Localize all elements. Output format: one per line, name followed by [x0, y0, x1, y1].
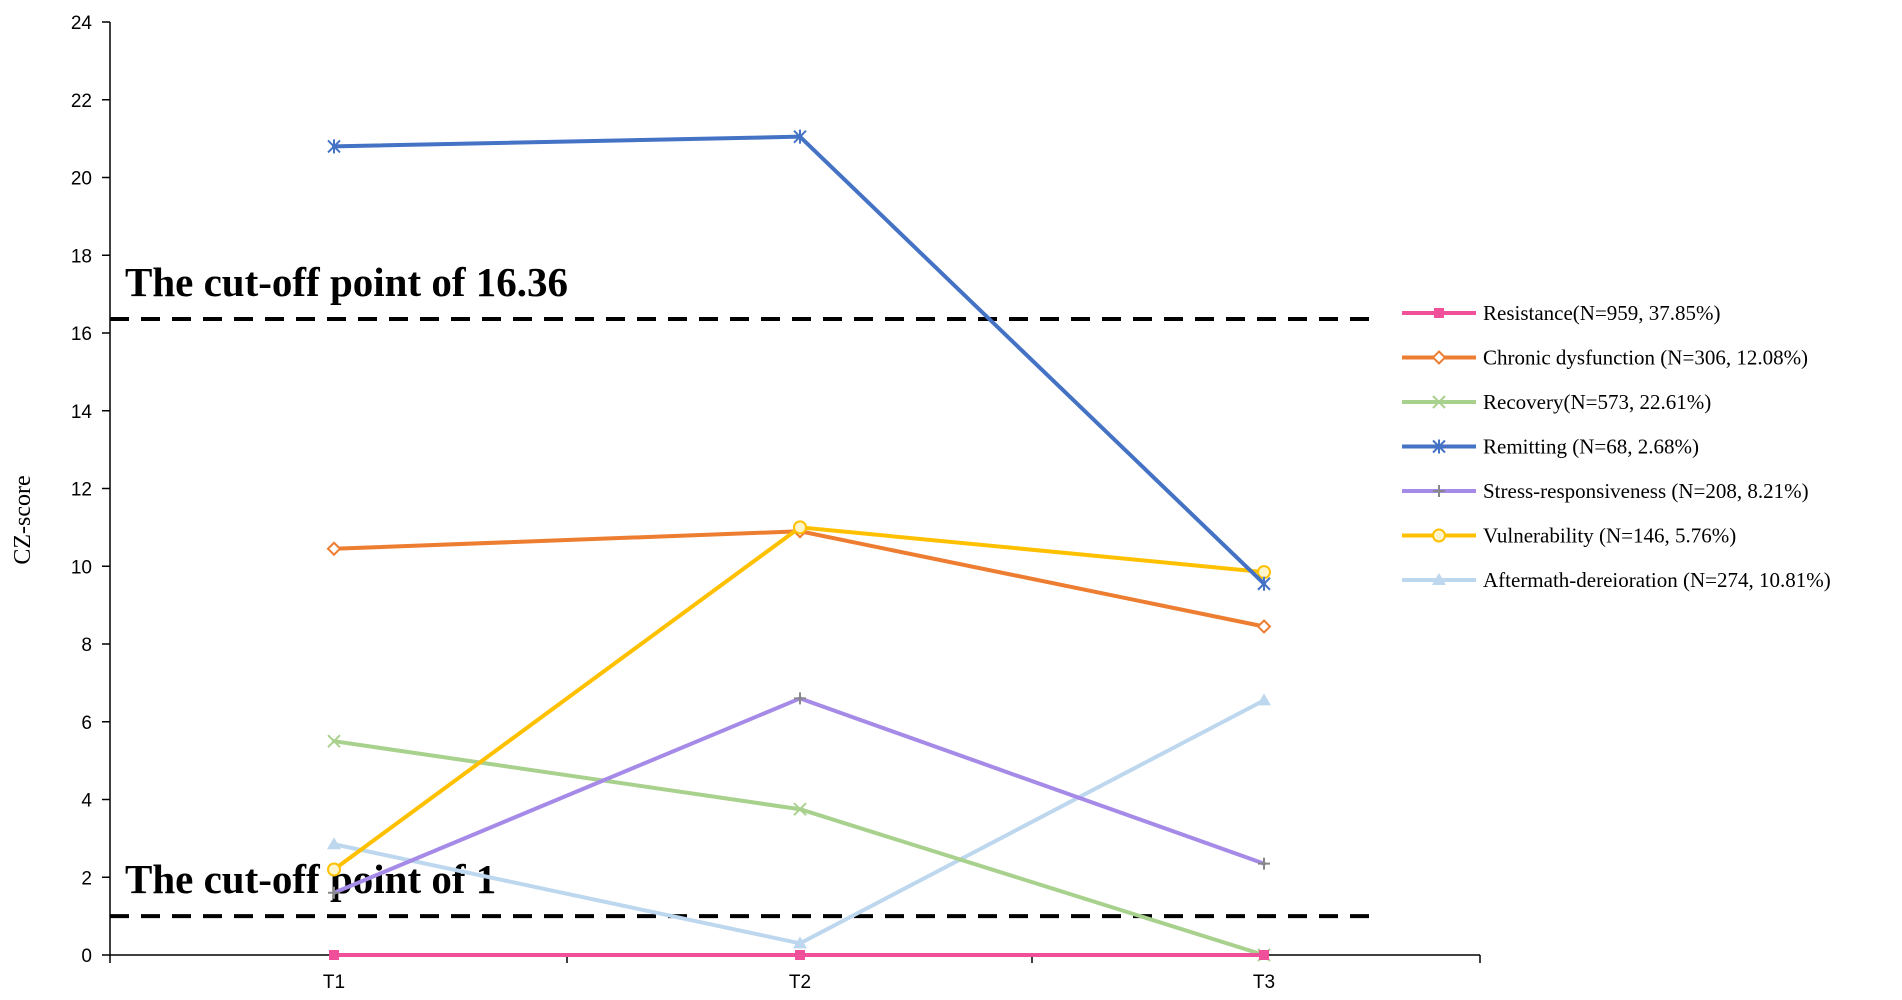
y-tick-label: 24 [71, 13, 93, 34]
legend-marker [1432, 439, 1446, 454]
y-tick-label: 12 [71, 480, 92, 501]
legend-label: Resistance(N=959, 37.85%) [1483, 301, 1721, 325]
data-point [1259, 950, 1269, 960]
data-point [1257, 576, 1271, 591]
data-point [327, 139, 341, 154]
series-line [332, 134, 1266, 586]
data-point [327, 734, 341, 748]
legend-item: Recovery(N=573, 22.61%) [1402, 390, 1711, 414]
y-tick-label: 10 [71, 557, 92, 578]
legend-label: Stress-responsiveness (N=208, 8.21%) [1483, 479, 1809, 503]
cutoff-label: The cut-off point of 16.36 [125, 259, 568, 305]
data-point [328, 886, 340, 899]
series-group [329, 950, 1269, 960]
legend-marker [1432, 395, 1446, 409]
data-point [793, 520, 807, 535]
data-point [327, 862, 341, 877]
series-group [326, 523, 1272, 634]
y-tick-label: 0 [81, 946, 92, 967]
data-point [795, 950, 805, 960]
data-point [329, 950, 339, 960]
data-point [1258, 857, 1270, 870]
legend-marker [1432, 528, 1446, 543]
legend-label: Chronic dysfunction (N=306, 12.08%) [1483, 346, 1808, 370]
data-point [793, 802, 807, 816]
data-point [1256, 619, 1272, 634]
series-group [327, 734, 1271, 962]
data-point [326, 541, 342, 557]
legend-label: Vulnerability (N=146, 5.76%) [1483, 524, 1736, 548]
data-point [1257, 565, 1271, 580]
y-tick-label: 18 [71, 246, 92, 267]
y-tick-label: 16 [71, 324, 92, 345]
series-line [332, 698, 1266, 946]
legend-label: Recovery(N=573, 22.61%) [1483, 390, 1711, 414]
legend-marker [1433, 485, 1445, 497]
legend-label: Remitting (N=68, 2.68%) [1483, 435, 1699, 459]
legend: Resistance(N=959, 37.85%) Chronic dysfunc… [1402, 301, 1831, 592]
legend-item: Aftermath-dereioration (N=274, 10.81%) [1402, 568, 1831, 592]
y-axis-title: CZ-score [10, 475, 36, 564]
y-tick-label: 22 [71, 91, 92, 112]
cutoff-lines: The cut-off point of 16.36 The cut-off po… [110, 259, 1370, 919]
series-lines [326, 129, 1272, 962]
legend-item: Resistance(N=959, 37.85%) [1402, 301, 1721, 325]
data-point [1257, 693, 1271, 706]
data-point [793, 936, 807, 949]
data-point [794, 692, 806, 705]
data-point [327, 837, 341, 850]
y-tick-label: 4 [81, 791, 92, 812]
series-group [328, 692, 1270, 899]
y-tick-label: 8 [81, 635, 92, 656]
x-tick-label: T2 [789, 972, 811, 993]
cutoff-label: The cut-off point of 1 [125, 856, 496, 902]
y-tick-label: 2 [81, 868, 92, 889]
y-tick-label: 20 [71, 169, 92, 190]
series-group [327, 693, 1271, 949]
legend-item: Remitting (N=68, 2.68%) [1402, 435, 1699, 459]
legend-marker [1434, 308, 1444, 318]
y-tick-label: 6 [81, 713, 92, 734]
legend-marker [1431, 350, 1447, 365]
x-tick-label: T1 [323, 972, 345, 993]
legend-label: Aftermath-dereioration (N=274, 10.81%) [1483, 568, 1831, 592]
series-line [332, 529, 1266, 629]
series-group [327, 520, 1271, 877]
series-group [327, 129, 1271, 591]
x-tick-label: T3 [1253, 972, 1275, 993]
data-point [793, 129, 807, 144]
y-tick-label: 14 [71, 402, 93, 423]
legend-item: Chronic dysfunction (N=306, 12.08%) [1402, 346, 1808, 370]
legend-item: Stress-responsiveness (N=208, 8.21%) [1402, 479, 1809, 503]
legend-marker [1432, 573, 1446, 585]
legend-item: Vulnerability (N=146, 5.76%) [1402, 524, 1736, 548]
